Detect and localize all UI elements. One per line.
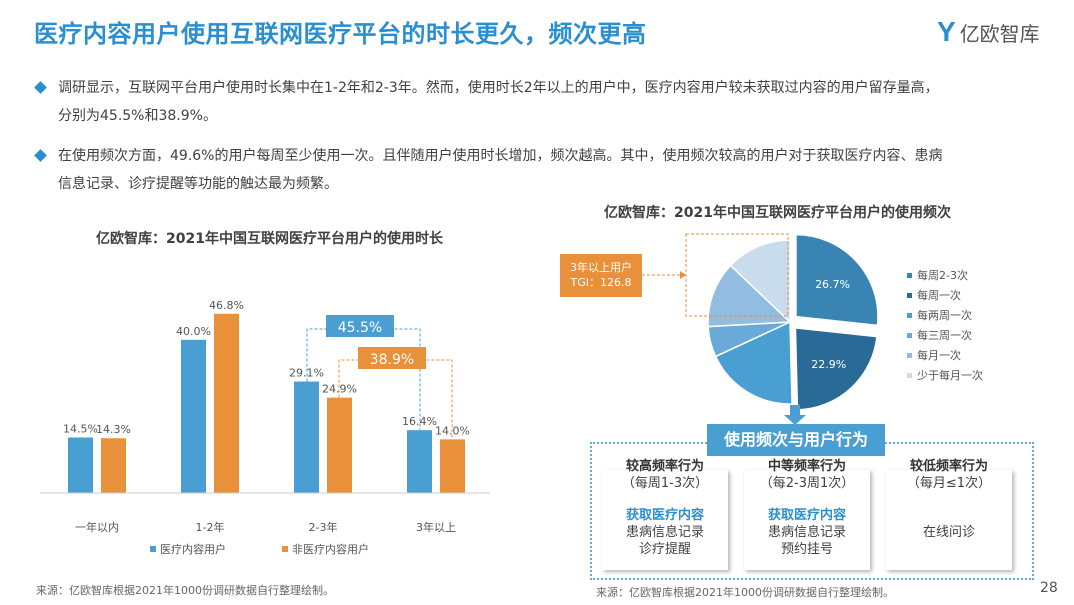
- x-tick-label: 1-2年: [196, 520, 225, 534]
- bar: [68, 437, 93, 493]
- logo-text: 亿欧智库: [959, 21, 1040, 46]
- bar: [294, 381, 319, 493]
- card-title: 较高频率行为: [625, 459, 704, 474]
- pie-slice: [794, 327, 878, 411]
- bullet-2: 在使用频次方面，49.6%的用户每周至少使用一次。且伴随用户使用时长增加，频次越…: [34, 142, 1046, 198]
- legend-item: 少于每月一次: [907, 367, 983, 383]
- legend-item: 每三周一次: [907, 327, 972, 343]
- pie-chart: 26.7% 22.9%: [642, 233, 879, 425]
- bar-value-label: 40.0%: [176, 325, 211, 338]
- legend-label: 每周一次: [917, 289, 961, 302]
- logo-y-icon: Y: [937, 16, 956, 47]
- card-title: 较低频率行为: [909, 459, 988, 474]
- annotation-bracket: [338, 359, 453, 440]
- bullet-text: 信息记录、诊疗提醒等功能的触达最为频繁。: [58, 176, 338, 192]
- card-item: 患病信息记录: [625, 525, 704, 540]
- bar: [101, 438, 126, 493]
- card-header: 中等频率行为 （每2-3周1次）: [744, 458, 870, 492]
- tgi-callout: 3年以上用户 TGI：126.8: [560, 254, 642, 297]
- legend-label: 非医疗内容用户: [292, 542, 369, 556]
- annotation-label: 45.5%: [338, 320, 382, 336]
- card-item: 预约挂号: [780, 542, 833, 557]
- legend-label: 每两周一次: [917, 309, 972, 322]
- legend-label: 医疗内容用户: [160, 542, 226, 556]
- arrow-head-icon: [680, 271, 686, 279]
- logo: Y 亿欧智库: [937, 16, 1040, 48]
- bar-value-label: 29.1%: [289, 367, 324, 380]
- legend-label: 少于每月一次: [917, 369, 983, 382]
- bullet-text: 调研显示，互联网平台用户使用时长集中在1-2年和2-3年。然而，使用时长2年以上…: [58, 80, 939, 96]
- bar: [214, 313, 239, 493]
- callout-line: 3年以上用户: [570, 261, 632, 274]
- legend-swatch: [907, 272, 912, 278]
- bar-value-label: 24.9%: [322, 383, 357, 396]
- legend-swatch: [907, 332, 912, 338]
- bullet-text: 分别为45.5%和38.9%。: [58, 108, 217, 124]
- annotation-label: 38.9%: [370, 352, 414, 368]
- down-arrow-icon: [784, 405, 806, 425]
- x-tick-label: 3年以上: [416, 520, 456, 534]
- bullet-1: 调研显示，互联网平台用户使用时长集中在1-2年和2-3年。然而，使用时长2年以上…: [34, 74, 1046, 130]
- card-subtitle: （每2-3周1次）: [759, 476, 855, 491]
- legend-item: 每月一次: [907, 347, 961, 363]
- bar-value-label: 46.8%: [209, 299, 244, 312]
- annotation-box: [358, 347, 426, 369]
- pie-chart-title: 亿欧智库：2021年中国互联网医疗平台用户的使用频次: [604, 205, 951, 221]
- source-note: 来源：亿欧智库根据2021年1000份调研数据自行整理绘制。: [36, 584, 334, 597]
- bar: [407, 430, 432, 493]
- card-item: 诊疗提醒: [638, 542, 691, 557]
- card-item: 在线问诊: [922, 525, 975, 540]
- legend-swatch: [282, 546, 288, 552]
- bar: [327, 397, 352, 493]
- legend-item: 每两周一次: [907, 307, 972, 323]
- legend-label: 每三周一次: [917, 329, 972, 342]
- legend-swatch: [907, 352, 912, 358]
- pie-slice: [795, 233, 879, 327]
- pie-slice: [714, 320, 793, 405]
- card-header: 较高频率行为 （每周1-3次）: [602, 458, 728, 492]
- pie-slice: [707, 264, 792, 328]
- annotation-bracket: [306, 328, 421, 431]
- behavior-panel-title: 使用频次与用户行为: [707, 424, 885, 456]
- annotation-box: [326, 315, 394, 337]
- card-highlight: 获取医疗内容: [767, 508, 846, 523]
- page-title: 医疗内容用户使用互联网医疗平台的时长更久，频次更高: [34, 20, 647, 48]
- bar: [181, 339, 206, 493]
- legend-swatch: [907, 292, 912, 298]
- bullet-text: 在使用频次方面，49.6%的用户每周至少使用一次。且伴随用户使用时长增加，频次越…: [58, 148, 943, 164]
- bar-value-label: 14.3%: [96, 423, 131, 436]
- pie-slice: [729, 239, 791, 324]
- card-item: 患病信息记录: [767, 525, 846, 540]
- legend-swatch: [907, 372, 912, 378]
- card-title: 中等频率行为: [767, 459, 846, 474]
- card-subtitle: （每月≤1次）: [906, 476, 992, 491]
- legend-item: 每周一次: [907, 287, 961, 303]
- x-tick-label: 一年以内: [75, 520, 119, 534]
- card-header: 较低频率行为 （每月≤1次）: [886, 458, 1012, 492]
- bar: [440, 439, 465, 493]
- bar-value-label: 14.5%: [63, 422, 98, 435]
- card-highlight: 获取医疗内容: [625, 508, 704, 523]
- page-number: 28: [1040, 580, 1058, 596]
- behavior-card: 获取医疗内容 患病信息记录 预约挂号: [744, 470, 870, 570]
- callout-line: TGI：126.8: [570, 276, 632, 289]
- x-tick-label: 2-3年: [309, 520, 338, 534]
- legend-label: 每周2-3次: [917, 269, 968, 282]
- card-subtitle: （每周1-3次）: [621, 476, 709, 491]
- bar-chart-title: 亿欧智库：2021年中国互联网医疗平台用户的使用时长: [96, 231, 443, 247]
- legend-swatch: [150, 546, 156, 552]
- bar-value-label: 16.4%: [402, 415, 437, 428]
- legend-label: 每月一次: [917, 349, 961, 362]
- bar-chart: 14.5%40.0%29.1%16.4%14.3%46.8%24.9%14.0%…: [40, 299, 490, 556]
- behavior-card: 获取医疗内容 患病信息记录 诊疗提醒: [602, 470, 728, 570]
- legend-item: 每周2-3次: [907, 267, 968, 283]
- pie-slice-label: 26.7%: [815, 278, 850, 291]
- behavior-card: 在线问诊: [886, 470, 1012, 570]
- source-note: 来源：亿欧智库根据2021年1000份调研数据自行整理绘制。: [596, 586, 894, 599]
- pie-slice-label: 22.9%: [811, 358, 846, 371]
- legend-swatch: [907, 312, 912, 318]
